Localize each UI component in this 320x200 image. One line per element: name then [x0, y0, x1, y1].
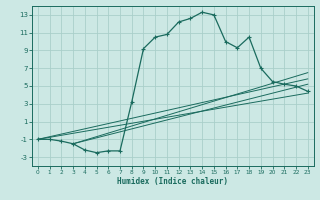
- X-axis label: Humidex (Indice chaleur): Humidex (Indice chaleur): [117, 177, 228, 186]
